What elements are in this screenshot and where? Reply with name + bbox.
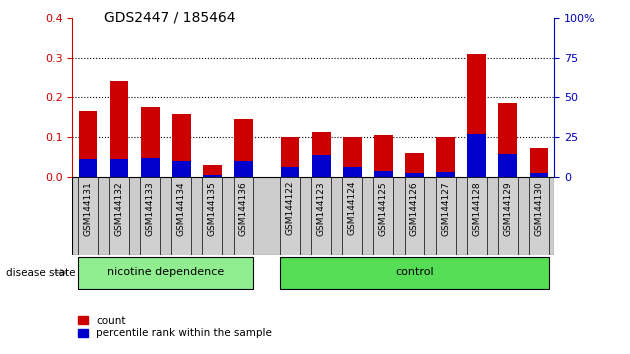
Text: GSM144127: GSM144127	[441, 181, 450, 235]
Text: GSM144125: GSM144125	[379, 181, 388, 235]
Text: GSM144124: GSM144124	[348, 181, 357, 235]
Bar	[530, 173, 548, 177]
Bar	[467, 177, 486, 255]
Text: GSM144133: GSM144133	[146, 181, 155, 236]
Text: GSM144134: GSM144134	[177, 181, 186, 235]
Bar	[109, 177, 129, 255]
Bar	[311, 177, 331, 255]
Bar	[405, 153, 424, 177]
Bar	[530, 148, 548, 177]
Bar	[342, 177, 362, 255]
Bar	[78, 177, 98, 255]
Legend: count, percentile rank within the sample: count, percentile rank within the sample	[77, 316, 272, 338]
Text: GSM144135: GSM144135	[208, 181, 217, 236]
Bar	[280, 257, 549, 289]
Text: GSM144136: GSM144136	[239, 181, 248, 236]
Bar	[343, 167, 362, 177]
Bar	[141, 158, 159, 177]
Bar	[343, 137, 362, 177]
Bar	[79, 159, 97, 177]
Bar	[404, 177, 425, 255]
Bar	[79, 111, 97, 177]
Text: GSM144123: GSM144123	[317, 181, 326, 235]
Text: GDS2447 / 185464: GDS2447 / 185464	[104, 11, 236, 25]
Text: disease state: disease state	[6, 268, 76, 278]
Bar	[467, 134, 486, 177]
Bar	[234, 119, 253, 177]
Bar	[110, 159, 129, 177]
Bar	[202, 177, 222, 255]
Text: GSM144130: GSM144130	[534, 181, 543, 236]
Bar	[172, 161, 191, 177]
Bar	[234, 177, 253, 255]
Bar	[203, 165, 222, 177]
Text: GSM144122: GSM144122	[285, 181, 295, 235]
Bar	[281, 137, 299, 177]
Bar	[498, 103, 517, 177]
Text: GSM144132: GSM144132	[115, 181, 123, 235]
Bar	[281, 167, 299, 177]
Bar	[234, 161, 253, 177]
Bar	[280, 177, 300, 255]
Bar	[374, 177, 393, 255]
Bar	[467, 53, 486, 177]
Text: GSM144126: GSM144126	[410, 181, 419, 235]
Bar	[498, 154, 517, 177]
Bar	[78, 257, 253, 289]
Bar	[529, 177, 549, 255]
Bar	[171, 177, 192, 255]
Bar	[374, 135, 392, 177]
Bar	[172, 114, 191, 177]
Bar	[435, 177, 455, 255]
Bar	[374, 171, 392, 177]
Bar	[498, 177, 518, 255]
Bar	[312, 155, 331, 177]
Text: GSM144131: GSM144131	[84, 181, 93, 236]
Bar	[436, 172, 455, 177]
Bar	[110, 81, 129, 177]
Bar	[140, 177, 160, 255]
Text: GSM144128: GSM144128	[472, 181, 481, 235]
Text: nicotine dependence: nicotine dependence	[107, 267, 224, 277]
Bar	[312, 132, 331, 177]
Text: control: control	[395, 267, 434, 277]
Bar	[203, 175, 222, 177]
Bar	[436, 137, 455, 177]
Bar	[405, 173, 424, 177]
Text: GSM144129: GSM144129	[503, 181, 512, 235]
Bar	[141, 107, 159, 177]
